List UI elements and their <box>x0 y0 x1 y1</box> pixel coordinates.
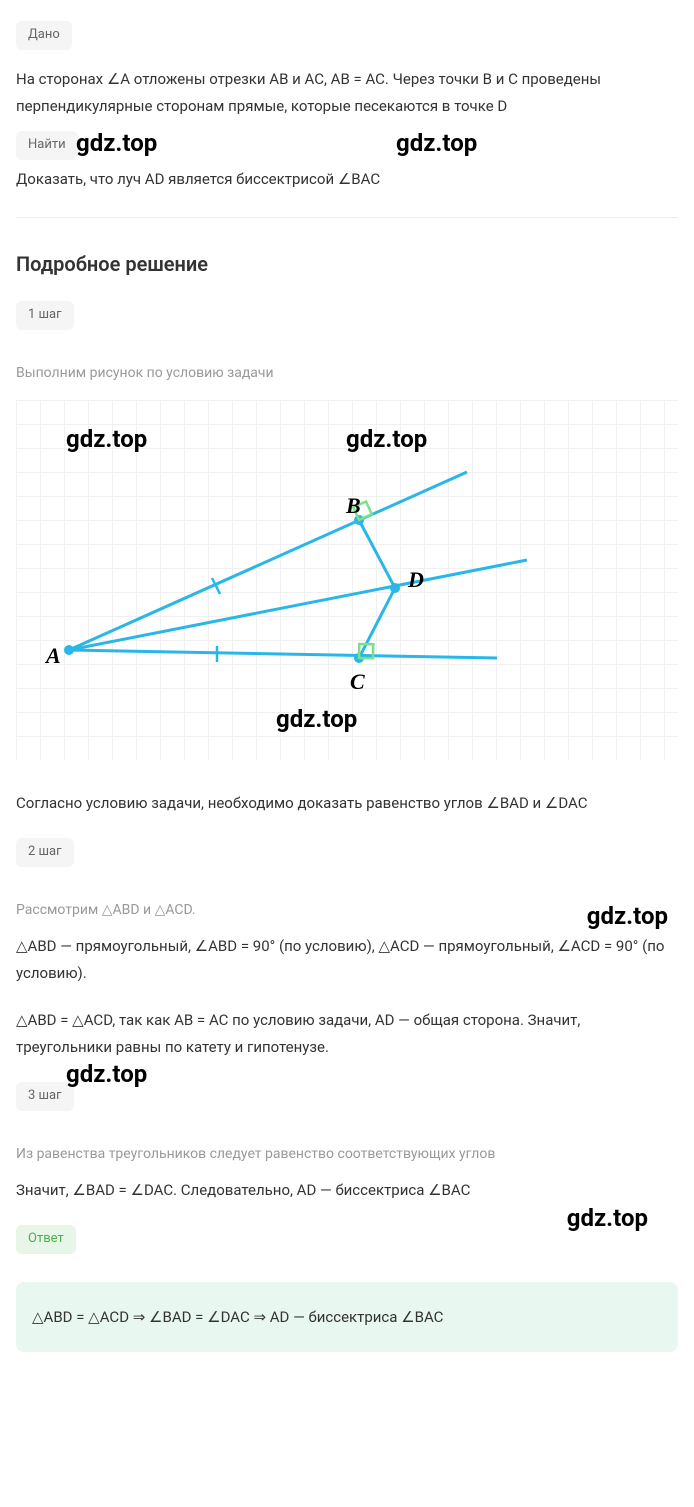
step3-desc: Из равенства треугольников следует равен… <box>16 1143 678 1165</box>
geometry-diagram: gdz.top gdz.top gdz.top A B C D <box>16 400 678 760</box>
step2-desc: Рассмотрим △ABD и △ACD. <box>16 899 678 921</box>
step2-badge: 2 шаг <box>16 838 74 867</box>
find-badge: Найти <box>16 131 78 160</box>
watermark: gdz.top <box>587 897 668 935</box>
label-A: A <box>46 638 61 673</box>
given-badge: Дано <box>16 21 72 50</box>
watermark: gdz.top <box>76 124 157 162</box>
step1-text: Согласно условию задачи, необходимо дока… <box>16 790 678 817</box>
step1-desc: Выполним рисунок по условию задачи <box>16 362 678 384</box>
find-text: Доказать, что луч AD является биссектрис… <box>16 166 678 193</box>
step1-badge: 1 шаг <box>16 301 74 330</box>
answer-badge: Ответ <box>16 1225 76 1254</box>
solution-title: Подробное решение <box>16 248 678 280</box>
watermark: gdz.top <box>567 1199 648 1237</box>
step2-text2: △ABD = △ACD, так как AB = AC по условию … <box>16 1007 678 1061</box>
label-D: D <box>408 562 424 597</box>
diagram-svg <box>16 400 678 760</box>
step3-badge: 3 шаг <box>16 1082 74 1111</box>
label-B: B <box>346 488 361 523</box>
step2-text1: △ABD — прямоугольный, ∠ABD = 90° (по усл… <box>16 933 678 987</box>
label-C: C <box>350 664 365 699</box>
watermark: gdz.top <box>66 1055 147 1093</box>
answer-box: △ABD = △ACD ⇒ ∠BAD = ∠DAC ⇒ AD — биссект… <box>16 1282 678 1352</box>
divider <box>16 217 678 218</box>
watermark: gdz.top <box>396 124 477 162</box>
given-text: На сторонах ∠A отложены отрезки AB и AC,… <box>16 66 678 120</box>
